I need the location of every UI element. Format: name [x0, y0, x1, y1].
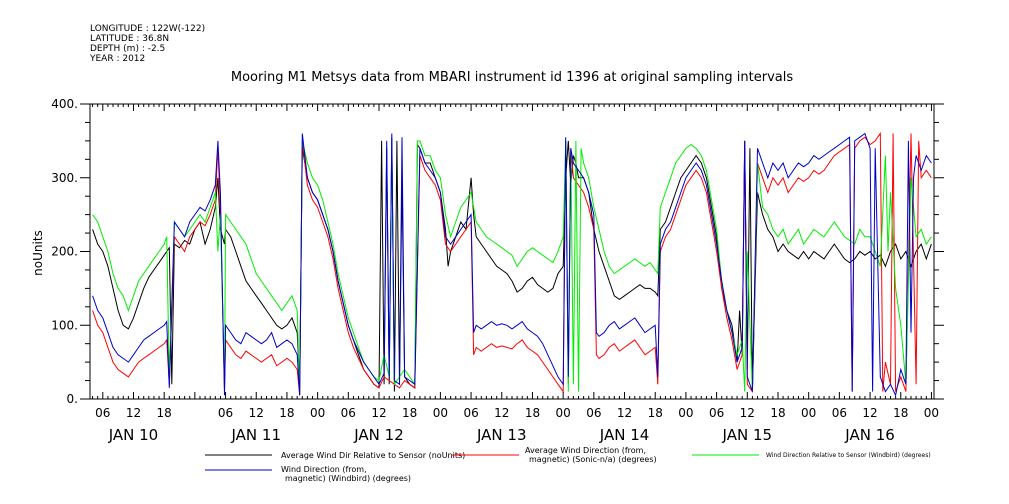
x-day-label: JAN 15	[722, 426, 773, 444]
y-tick-label: 100.	[51, 318, 78, 332]
x-hour-label: 06	[463, 406, 478, 420]
x-hour-label: 06	[832, 406, 847, 420]
x-hour-label: 18	[525, 406, 540, 420]
longitude-label: LONGITUDE : 122W(-122)	[90, 24, 205, 34]
x-hour-label: 12	[371, 406, 386, 420]
y-tick-label: 0.	[67, 392, 78, 406]
x-hour-label: 00	[433, 406, 448, 420]
x-hour-label: 00	[801, 406, 816, 420]
series-layer	[92, 131, 932, 397]
x-day-label: JAN 11	[230, 426, 281, 444]
x-day-label: JAN 14	[599, 426, 650, 444]
y-axis-label: noUnits	[31, 230, 45, 276]
legend-label-3: Wind Direction Relative to Sensor (Windb…	[766, 452, 931, 459]
x-hour-label: 18	[893, 406, 908, 420]
year-label: YEAR : 2012	[89, 54, 145, 64]
legend: Average Wind Dir Relative to Sensor (noU…	[205, 446, 931, 483]
series-line-3	[92, 140, 932, 392]
x-day-label: JAN 16	[844, 426, 895, 444]
x-day-label: JAN 10	[108, 426, 159, 444]
plot-frame	[89, 103, 935, 400]
series-line-1	[92, 137, 932, 392]
x-hour-label: 18	[770, 406, 785, 420]
depth-label: DEPTH (m) : -2.5	[90, 44, 165, 54]
y-tick-label: 300.	[51, 171, 78, 185]
x-hour-label: 12	[249, 406, 264, 420]
x-hour-label: 18	[648, 406, 663, 420]
x-hour-label: 06	[709, 406, 724, 420]
x-hour-label: 06	[218, 406, 233, 420]
x-hour-label: 00	[678, 406, 693, 420]
legend-label-2: Average Wind Direction (from, magnetic) (…	[525, 446, 657, 464]
axes: 0. 100. 200. 300. 400. 06 12 18 06 12 18 00 06 12 18 00…	[51, 97, 944, 444]
x-hour-label: 06	[341, 406, 356, 420]
x-hour-label: 18	[402, 406, 417, 420]
x-hour-label: 12	[617, 406, 632, 420]
x-hour-label: 18	[157, 406, 172, 420]
x-hour-label: 00	[556, 406, 571, 420]
x-hour-label: 00	[310, 406, 325, 420]
series-line-4	[92, 132, 932, 397]
x-hour-label: 06	[586, 406, 601, 420]
x-hour-label: 12	[126, 406, 141, 420]
x-hour-label: 12	[494, 406, 509, 420]
x-day-label: JAN 12	[353, 426, 404, 444]
x-hour-label: 18	[279, 406, 294, 420]
legend-label-1: Average Wind Dir Relative to Sensor (noU…	[281, 451, 465, 460]
series-line-2	[92, 131, 932, 396]
chart-title: Mooring M1 Metsys data from MBARI instru…	[231, 70, 793, 85]
x-hour-label: 12	[740, 406, 755, 420]
x-hour-label: 00	[924, 406, 939, 420]
legend-label-4: Wind Direction (from, magnetic) (Windbird…	[281, 465, 411, 483]
x-hour-label: 06	[95, 406, 110, 420]
y-tick-label: 400.	[51, 97, 78, 111]
x-hour-label: 12	[862, 406, 877, 420]
latitude-label: LATITUDE : 36.8N	[90, 34, 169, 44]
x-day-label: JAN 13	[476, 426, 527, 444]
y-tick-label: 200.	[51, 245, 78, 259]
